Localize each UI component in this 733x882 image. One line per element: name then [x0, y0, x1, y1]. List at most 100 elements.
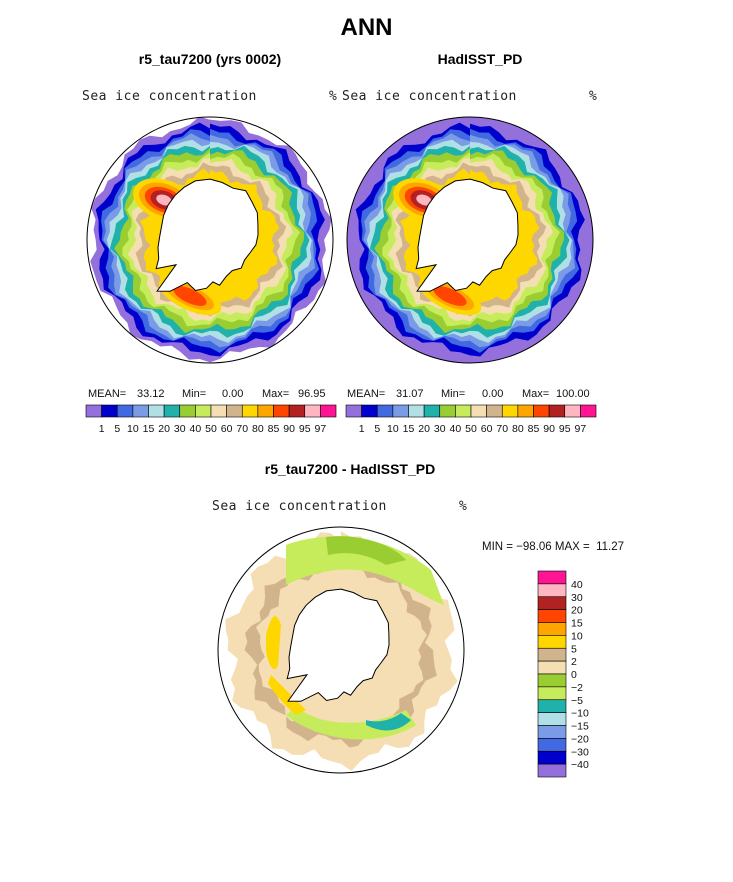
diff-map-boundary: [217, 526, 465, 774]
diff-negative-area: [366, 713, 411, 731]
panel2-max-value: 100.00: [556, 388, 590, 400]
diff-colorbar-swatch: [537, 673, 567, 688]
panel2-colorbar-swatch: [470, 404, 487, 418]
diff-minmax: MIN = −98.06 MAX = 11.27: [482, 541, 625, 553]
panel1-mean-label: MEAN=: [88, 388, 127, 400]
diff-positive-patch: [266, 616, 281, 670]
panel2-colorbar-swatch: [439, 404, 456, 418]
diff-units-label: %: [459, 499, 468, 514]
panel1-colorbar-tick-label: 10: [127, 423, 139, 435]
diff-colorbar-swatch: [537, 660, 567, 675]
panel1-min-value: 0.00: [222, 388, 244, 400]
panel2-max-label: Max=: [522, 388, 550, 400]
panel1-colorbar-tick-label: 60: [221, 423, 233, 435]
diff-colorbar-tick-label: −20: [571, 733, 589, 745]
panel1-map-boundary: [86, 116, 334, 364]
diff-colorbar-tick-label: 2: [571, 656, 577, 668]
panel2-colorbar-swatch: [533, 404, 550, 418]
panel2-colorbar-swatch: [376, 404, 394, 418]
diff-colorbar-swatch: [537, 570, 567, 585]
panel2-colorbar-tick-label: 95: [559, 423, 571, 435]
panel1-colorbar-tick-label: 5: [114, 423, 120, 435]
panel2-colorbar: 1 5 10 15 20 30 40 50 60 70 80 85 90 95 97: [345, 404, 597, 435]
panel2-min-value: 0.00: [482, 388, 504, 400]
panel2-colorbar-tick-label: 40: [450, 423, 462, 435]
panel1-colorbar-tick-label: 30: [174, 423, 186, 435]
panel1-colorbar-swatch: [116, 404, 134, 418]
panel2-colorbar-swatch: [361, 404, 378, 418]
diff-colorbar-swatch: [537, 725, 567, 739]
panel2-colorbar-swatch: [501, 404, 519, 418]
panel2-ross-patch: [433, 286, 467, 306]
panel1-colorbar-tick-label: 90: [283, 423, 295, 435]
panel2-units-label: %: [589, 89, 598, 104]
panel2-variable-label: Sea ice concentration: [342, 89, 517, 104]
diff-colorbar-swatch: [537, 635, 567, 649]
panel1-colorbar-swatch: [85, 404, 102, 418]
panel2-colorbar-tick-label: 60: [481, 423, 493, 435]
panel2-colorbar-swatch: [345, 404, 362, 418]
panel2-colorbar-tick-label: 10: [387, 423, 399, 435]
panel2-map: [346, 116, 594, 364]
diff-colorbar-tick-label: 0: [571, 669, 577, 681]
panel1-colorbar-swatch: [101, 404, 118, 418]
panel1-colorbar-tick-label: 85: [268, 423, 280, 435]
panel2-colorbar-swatch: [392, 404, 409, 418]
diff-negative-area: [286, 536, 444, 605]
diff-colorbar-swatch: [537, 647, 567, 662]
panel1-colorbar-tick-label: 97: [315, 423, 327, 435]
diff-colorbar-tick-label: −15: [571, 721, 589, 733]
panel1-colorbar-swatch: [288, 404, 306, 418]
panel1-colorbar-swatch: [320, 404, 337, 418]
panel2-colorbar-swatch: [517, 404, 534, 418]
panel2-colorbar-tick-label: 5: [374, 423, 380, 435]
panel2-colorbar-tick-label: 70: [496, 423, 508, 435]
diff-colorbar-tick-label: 30: [571, 592, 583, 604]
diff-colorbar-swatch: [537, 596, 567, 610]
panel2-weddell-patch: [416, 194, 432, 206]
panel1-colorbar-swatch: [163, 404, 181, 418]
diff-negative-area: [286, 707, 416, 740]
panel1-max-value: 96.95: [298, 388, 326, 400]
diff-colorbar-tick-label: 20: [571, 605, 583, 617]
panel2-colorbar-tick-label: 30: [434, 423, 446, 435]
panel2-colorbar-tick-label: 80: [512, 423, 524, 435]
panel1-title: r5_tau7200 (yrs 0002): [138, 51, 282, 67]
diff-colorbar-swatch: [537, 622, 567, 636]
panel2-colorbar-swatch: [486, 404, 503, 418]
diff-variable-label: Sea ice concentration: [212, 499, 387, 514]
panel1-map: [86, 116, 334, 364]
panel1-colorbar-swatch: [132, 404, 149, 418]
panel2-colorbar-swatch: [564, 404, 581, 418]
panel2-colorbar-swatch: [423, 404, 441, 418]
panel2-antarctica-outline: [415, 178, 519, 292]
diff-colorbar-tick-label: 5: [571, 643, 577, 655]
panel2-colorbar-swatch: [455, 404, 472, 418]
panel1-units-label: %: [329, 89, 338, 104]
panel1-colorbar-swatch: [226, 404, 243, 418]
diff-positive-patch: [268, 675, 306, 715]
panel1-colorbar-tick-label: 70: [236, 423, 248, 435]
panel1-variable-label: Sea ice concentration: [82, 89, 257, 104]
panel2-colorbar-tick-label: 20: [418, 423, 430, 435]
panel1-colorbar-tick-label: 1: [99, 423, 105, 435]
panel1-colorbar-swatch: [257, 404, 274, 418]
diff-map: [217, 526, 465, 774]
panel2-mean-label: MEAN=: [347, 388, 386, 400]
panel1-colorbar-tick-label: 15: [143, 423, 155, 435]
panel1-colorbar-swatch: [195, 404, 212, 418]
panel2-colorbar-tick-label: 85: [528, 423, 540, 435]
panel1-colorbar-swatch: [148, 404, 165, 418]
diff-colorbar-tick-label: −40: [571, 759, 589, 771]
panel2-colorbar-swatch: [580, 404, 597, 418]
panel2-min-label: Min=: [441, 388, 466, 400]
panel1-colorbar-swatch: [210, 404, 227, 418]
diff-antarctica-outline: [286, 588, 390, 702]
diff-colorbar-swatch: [537, 583, 567, 598]
diff-colorbar-tick-label: −2: [571, 682, 583, 694]
panel1-colorbar-swatch: [304, 404, 321, 418]
panel2-map-boundary: [346, 116, 594, 364]
panel2-title: HadISST_PD: [437, 51, 523, 67]
panel1-colorbar-tick-label: 95: [299, 423, 311, 435]
